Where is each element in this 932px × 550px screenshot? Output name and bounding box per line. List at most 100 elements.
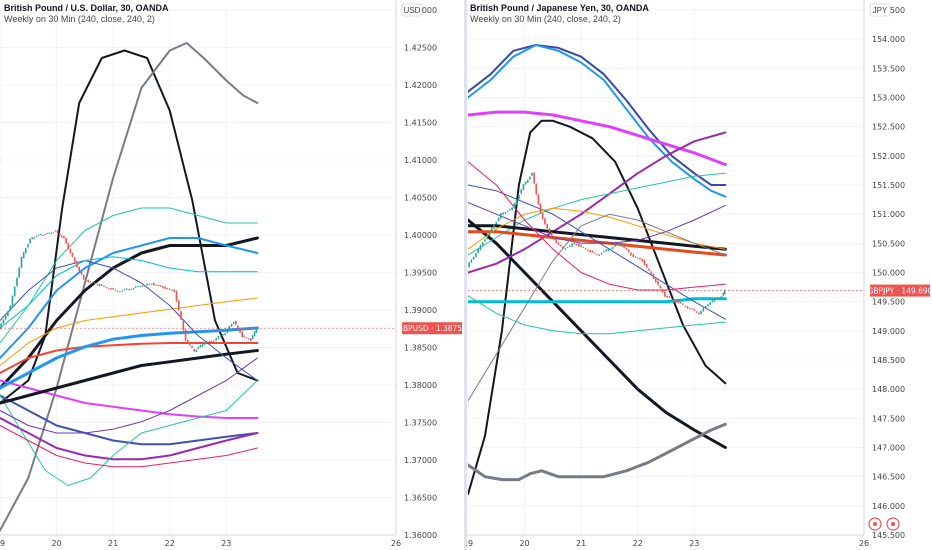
candle[interactable] — [600, 253, 603, 255]
candle[interactable] — [481, 242, 484, 246]
candle[interactable] — [566, 247, 569, 249]
band-line-3[interactable] — [0, 237, 259, 359]
candle[interactable] — [4, 315, 7, 320]
gbpjpy-chart-panel[interactable]: 154.500154.000153.500153.000152.500152.0… — [466, 0, 932, 550]
candle[interactable] — [598, 254, 601, 256]
candle[interactable] — [128, 289, 130, 291]
candle[interactable] — [219, 335, 222, 337]
candle[interactable] — [235, 321, 237, 325]
candle[interactable] — [526, 179, 529, 183]
candle[interactable] — [609, 248, 612, 250]
candle[interactable] — [123, 289, 126, 291]
candle[interactable] — [645, 264, 648, 268]
candle[interactable] — [655, 277, 657, 283]
candle[interactable] — [625, 248, 628, 250]
candle[interactable] — [605, 249, 607, 252]
candle[interactable] — [13, 286, 16, 297]
candle[interactable] — [506, 211, 509, 213]
candle[interactable] — [707, 304, 709, 307]
candle[interactable] — [677, 302, 680, 304]
candle[interactable] — [162, 286, 164, 289]
candle[interactable] — [222, 334, 224, 336]
candle[interactable] — [148, 283, 151, 285]
candle[interactable] — [208, 340, 211, 342]
candle[interactable] — [643, 260, 646, 266]
candle[interactable] — [589, 250, 591, 253]
band-line-8[interactable] — [0, 380, 258, 486]
candle[interactable] — [245, 337, 248, 339]
candle[interactable] — [103, 285, 105, 287]
candle[interactable] — [2, 319, 5, 324]
candle[interactable] — [98, 284, 101, 286]
candle[interactable] — [602, 250, 605, 252]
band-line-15[interactable] — [468, 213, 726, 402]
candle[interactable] — [37, 234, 40, 236]
gbpusd-chart[interactable]: 1.430001.425001.420001.415001.410001.405… — [0, 0, 466, 550]
band-line-6[interactable] — [468, 131, 727, 274]
candle[interactable] — [85, 280, 87, 282]
candle[interactable] — [531, 172, 533, 176]
y-axis[interactable]: 1.430001.425001.420001.415001.410001.405… — [404, 6, 437, 540]
candle[interactable] — [664, 291, 666, 297]
candle[interactable] — [168, 288, 171, 290]
candle[interactable] — [661, 289, 664, 293]
candle[interactable] — [488, 231, 491, 236]
candle[interactable] — [27, 244, 29, 248]
candle[interactable] — [557, 242, 560, 245]
candle[interactable] — [668, 296, 671, 298]
last-price-badge[interactable]: GBPJPY · 149.690 — [868, 284, 932, 297]
candle[interactable] — [61, 235, 63, 238]
candle[interactable] — [539, 203, 542, 214]
band-line-8[interactable] — [468, 224, 727, 251]
candle[interactable] — [711, 300, 714, 302]
candle[interactable] — [191, 345, 193, 348]
candle[interactable] — [616, 243, 619, 245]
candle[interactable] — [623, 246, 625, 249]
candle[interactable] — [722, 292, 725, 296]
candle[interactable] — [171, 289, 173, 291]
candle[interactable] — [486, 235, 489, 240]
candle[interactable] — [607, 249, 610, 252]
candle[interactable] — [44, 234, 46, 235]
candle[interactable] — [201, 344, 204, 347]
band-line-16[interactable] — [468, 161, 726, 291]
candle[interactable] — [484, 239, 486, 242]
candle[interactable] — [87, 279, 90, 283]
band-line-12[interactable] — [0, 349, 259, 405]
candle[interactable] — [497, 217, 500, 222]
candle[interactable] — [564, 248, 567, 250]
candle[interactable] — [25, 248, 27, 254]
candle[interactable] — [101, 284, 103, 286]
candle[interactable] — [232, 321, 235, 324]
candle[interactable] — [243, 335, 246, 337]
candle[interactable] — [468, 262, 470, 268]
band-line-9[interactable] — [468, 230, 727, 257]
candle[interactable] — [237, 325, 239, 328]
candle[interactable] — [119, 291, 121, 293]
band-line-9[interactable] — [0, 425, 258, 468]
candle[interactable] — [82, 274, 85, 280]
candle[interactable] — [251, 335, 254, 340]
candle[interactable] — [91, 282, 94, 284]
candle[interactable] — [618, 243, 621, 245]
candle[interactable] — [48, 232, 50, 234]
candle[interactable] — [704, 305, 707, 308]
band-line-10[interactable] — [0, 342, 259, 374]
candle[interactable] — [548, 228, 551, 233]
candle[interactable] — [31, 237, 33, 240]
candle[interactable] — [682, 303, 684, 305]
candle[interactable] — [35, 236, 38, 238]
candle[interactable] — [206, 341, 208, 343]
candle[interactable] — [666, 295, 668, 298]
candle[interactable] — [571, 243, 573, 247]
x-axis[interactable]: 19 20 21 22 23 26 — [466, 539, 869, 548]
band-line-6[interactable] — [0, 394, 259, 446]
currency-label[interactable]: USD — [401, 3, 423, 17]
candle[interactable] — [197, 346, 200, 349]
candle[interactable] — [659, 285, 662, 289]
band-line-11[interactable] — [468, 295, 726, 335]
candle[interactable] — [137, 285, 139, 287]
candle[interactable] — [210, 341, 213, 342]
candle[interactable] — [159, 285, 162, 287]
candle[interactable] — [213, 340, 215, 342]
